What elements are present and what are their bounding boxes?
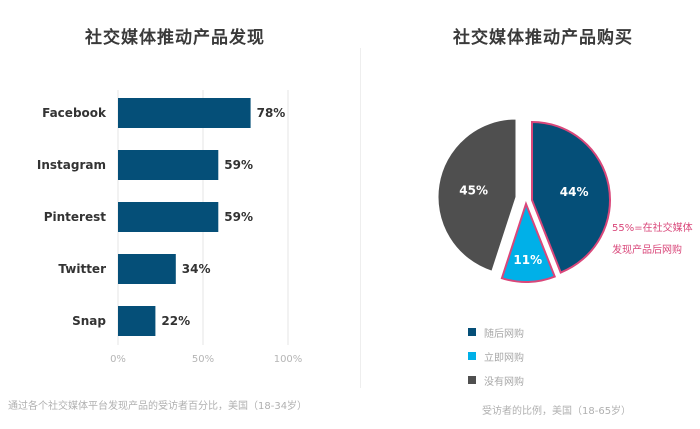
pie-slice-label: 45% — [459, 183, 488, 197]
category-label: Twitter — [58, 262, 106, 276]
x-tick-label: 50% — [192, 354, 214, 365]
pie-slice-label: 11% — [513, 253, 542, 267]
divider — [360, 48, 361, 388]
legend-item-random: 随后网购 — [468, 320, 524, 344]
callout-line-1: 55%=在社交媒体 — [612, 223, 693, 234]
bar-value-label: 59% — [224, 158, 253, 172]
bar — [118, 202, 219, 232]
legend-swatch — [468, 376, 476, 384]
bar-value-label: 22% — [161, 314, 190, 328]
pie-callout: 55%=在社交媒体 发现产品后网购 — [612, 218, 700, 262]
bar — [118, 306, 156, 336]
bar-chart: 0% 50% 100% Facebook 78% Instagram 59% Pinteres… — [37, 90, 303, 365]
category-label: Pinterest — [44, 210, 107, 224]
category-label: Instagram — [37, 158, 106, 172]
pie-slice — [500, 201, 557, 283]
bar-value-label: 34% — [182, 262, 211, 276]
pie-slice-label: 44% — [560, 185, 589, 199]
right-chart-caption: 受访者的比例，美国（18-65岁） — [482, 406, 632, 417]
legend-item-none: 没有网购 — [468, 368, 524, 392]
x-tick-label: 0% — [110, 354, 126, 365]
legend-swatch — [468, 328, 476, 336]
bar-value-label: 59% — [224, 210, 253, 224]
legend-label: 立即网购 — [484, 352, 524, 364]
category-label: Snap — [72, 314, 106, 328]
legend-label: 没有网购 — [484, 376, 524, 388]
pie-slice — [531, 120, 611, 274]
pie-legend: 随后网购 立即网购 没有网购 — [468, 320, 524, 392]
left-chart-title: 社交媒体推动产品发现 — [85, 28, 265, 48]
pie-slice — [437, 118, 517, 272]
x-tick-label: 100% — [274, 354, 303, 365]
bar — [118, 150, 219, 180]
bar — [118, 254, 176, 284]
legend-item-instant: 立即网购 — [468, 344, 524, 368]
bar — [118, 98, 251, 128]
bar-value-label: 78% — [257, 106, 286, 120]
legend-swatch — [468, 352, 476, 360]
category-label: Facebook — [42, 106, 107, 120]
right-chart-title: 社交媒体推动产品购买 — [453, 28, 633, 48]
left-chart-caption: 通过各个社交媒体平台发现产品的受访者百分比，美国（18-34岁） — [8, 401, 308, 412]
legend-label: 随后网购 — [484, 328, 524, 340]
callout-line-2: 发现产品后网购 — [612, 245, 682, 256]
